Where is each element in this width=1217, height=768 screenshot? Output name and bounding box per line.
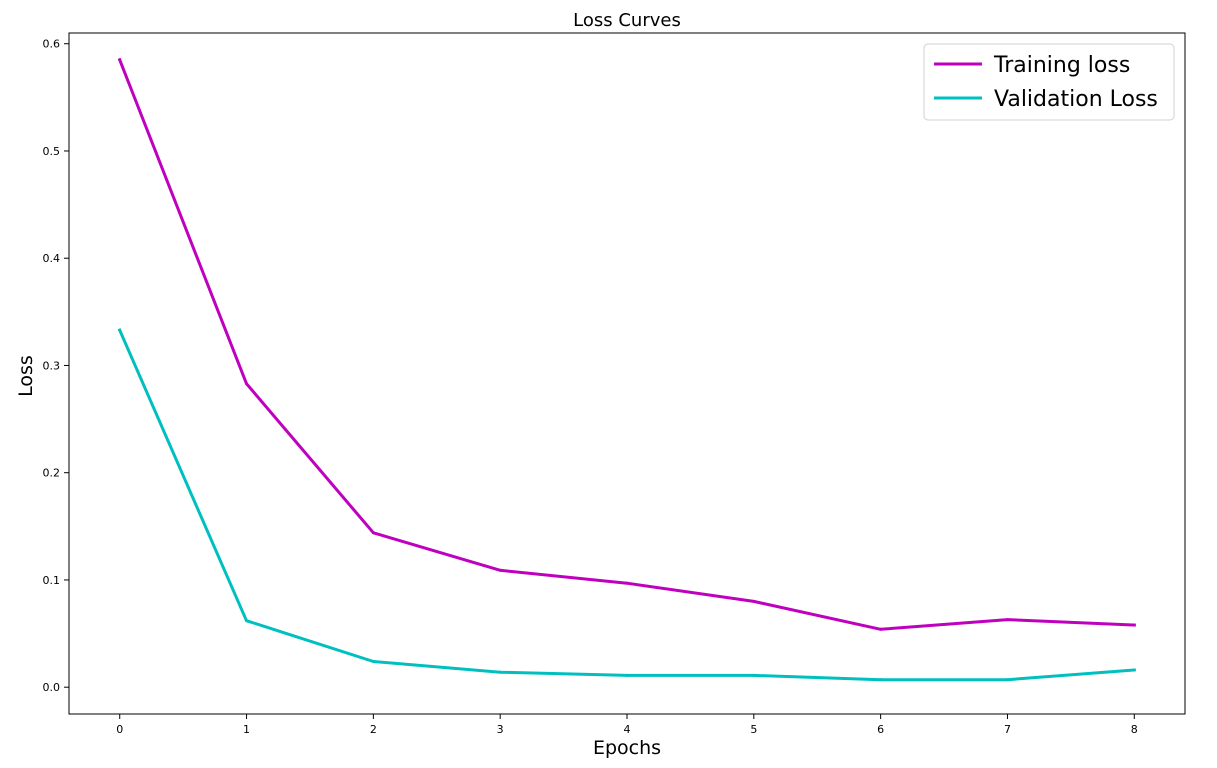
x-tick-label: 6 xyxy=(877,723,884,736)
data-point xyxy=(371,659,375,663)
series-line-validation-loss xyxy=(117,328,1136,682)
y-tick-label: 0.0 xyxy=(43,681,61,694)
y-tick-label: 0.4 xyxy=(43,252,61,265)
data-point xyxy=(625,581,629,585)
data-point xyxy=(1132,623,1136,627)
data-point xyxy=(118,58,122,62)
x-tick-label: 2 xyxy=(370,723,377,736)
legend-label: Validation Loss xyxy=(994,87,1158,112)
data-point xyxy=(245,619,249,623)
chart-title: Loss Curves xyxy=(573,10,681,31)
axis-ticks: 0 1 2 3 4 5 6 7 8 0.0 0.1 0.2 0.3 0.4 0.5 0.6 xyxy=(43,38,1138,736)
x-tick-label: 1 xyxy=(243,723,250,736)
y-tick-label: 0.1 xyxy=(43,574,61,587)
y-tick-label: 0.5 xyxy=(43,145,61,158)
series-line-training-loss xyxy=(117,57,1136,631)
data-point xyxy=(1132,668,1136,672)
data-point xyxy=(245,382,249,386)
data-point xyxy=(625,673,629,677)
data-point xyxy=(879,678,883,682)
data-point xyxy=(1005,678,1009,682)
plot-series xyxy=(117,57,1136,682)
plot-area-frame xyxy=(68,32,1186,715)
x-tick-label: 5 xyxy=(750,723,757,736)
data-point xyxy=(752,673,756,677)
data-point xyxy=(118,328,122,332)
x-tick-label: 8 xyxy=(1131,723,1138,736)
data-point xyxy=(752,599,756,603)
legend-label: Training loss xyxy=(993,53,1130,78)
data-point xyxy=(498,568,502,572)
x-tick-label: 4 xyxy=(624,723,631,736)
y-axis-label: Loss xyxy=(15,355,37,397)
data-point xyxy=(1005,618,1009,622)
data-point xyxy=(371,531,375,535)
x-tick-label: 3 xyxy=(497,723,504,736)
legend: Training loss Validation Loss xyxy=(923,43,1175,121)
data-point xyxy=(879,627,883,631)
y-tick-label: 0.6 xyxy=(43,38,61,51)
x-axis-label: Epochs xyxy=(593,737,661,759)
x-tick-label: 0 xyxy=(116,723,123,736)
data-point xyxy=(498,670,502,674)
y-tick-label: 0.3 xyxy=(43,359,61,372)
x-tick-label: 7 xyxy=(1004,723,1011,736)
legend-box xyxy=(923,43,1175,121)
y-tick-label: 0.2 xyxy=(43,467,61,480)
